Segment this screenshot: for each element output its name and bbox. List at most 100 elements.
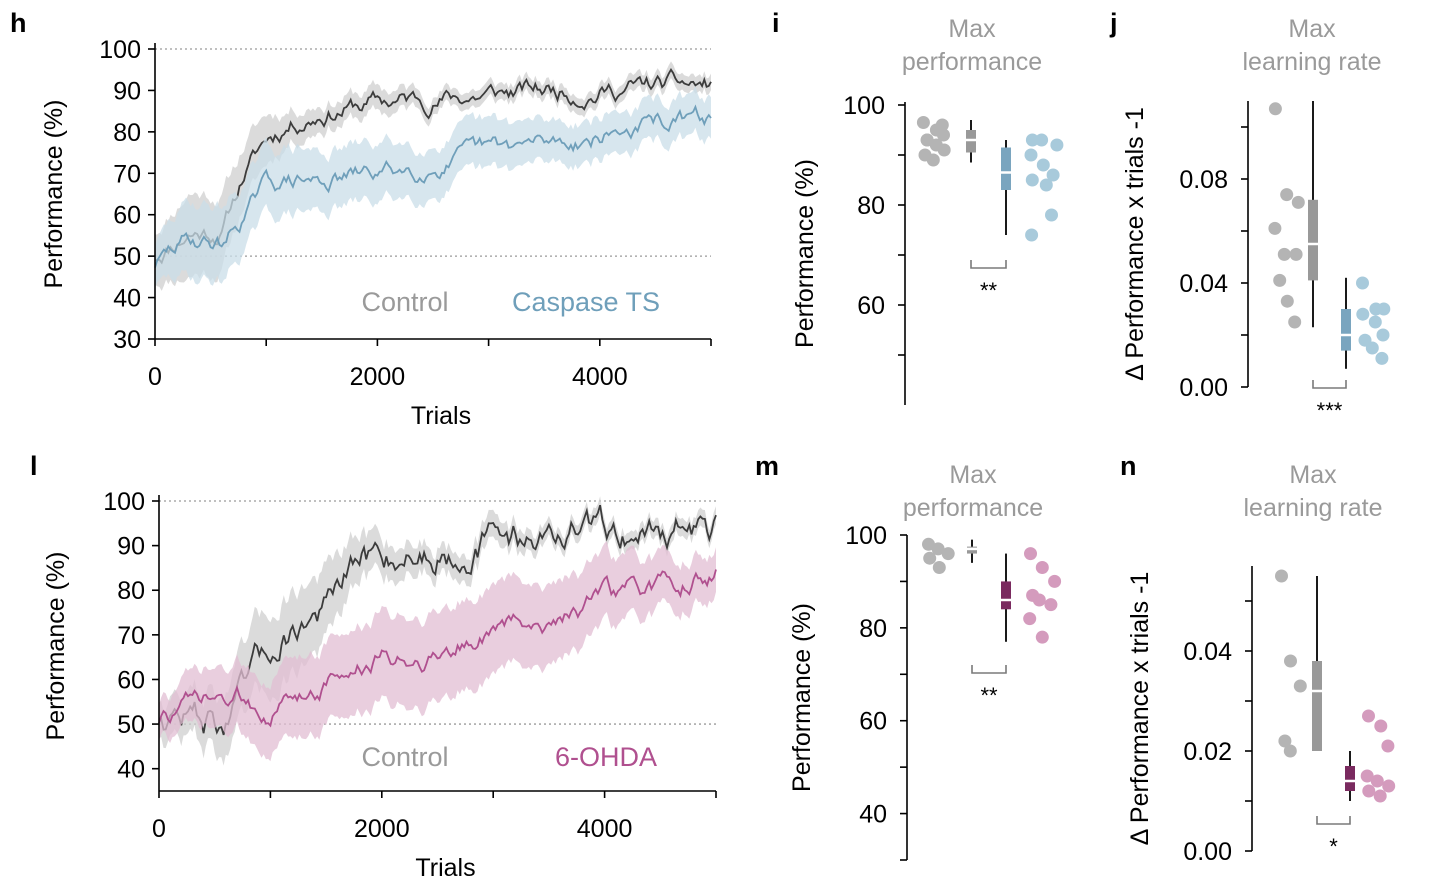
y-tick-label: 60 — [859, 708, 887, 736]
panel-letter: h — [10, 8, 27, 38]
y-tick-label: 60 — [113, 202, 141, 230]
data-point — [1032, 593, 1046, 607]
data-point — [1365, 341, 1379, 355]
data-point — [1283, 744, 1297, 758]
data-point — [1035, 133, 1049, 147]
data-point — [1356, 276, 1369, 290]
data-point — [1377, 302, 1391, 316]
data-point — [1288, 315, 1302, 329]
y-tick-label: 50 — [113, 243, 141, 271]
significance-bracket — [970, 260, 1007, 269]
significance-label: * — [1329, 834, 1338, 859]
y-tick-label: 60 — [857, 292, 885, 320]
y-tick-label: 80 — [117, 577, 145, 605]
data-point — [1035, 630, 1049, 644]
y-tick-label: 0.04 — [1179, 270, 1228, 298]
data-point — [1025, 173, 1039, 187]
y-tick-label: 0.04 — [1183, 638, 1232, 666]
y-tick-label: 40 — [117, 756, 145, 784]
data-point — [1025, 228, 1039, 242]
data-point — [920, 133, 934, 147]
data-point — [1370, 774, 1384, 788]
panel-title: Max — [948, 15, 996, 43]
box-body — [1312, 661, 1322, 751]
data-point — [1280, 188, 1294, 202]
data-point — [1273, 273, 1287, 287]
data-point — [1268, 102, 1282, 116]
data-point — [1046, 168, 1060, 182]
x-tick-label: 0 — [148, 363, 162, 391]
data-point — [1375, 351, 1389, 365]
y-tick-label: 100 — [103, 488, 145, 516]
panel-letter: l — [30, 451, 38, 481]
legend-entry: Caspase TS — [512, 287, 660, 317]
y-tick-label: 80 — [857, 192, 885, 220]
panel-title: learning rate — [1243, 48, 1382, 76]
data-point — [1356, 307, 1370, 321]
data-point — [1293, 679, 1307, 693]
data-point — [916, 116, 930, 129]
series-line — [154, 67, 712, 265]
panel-title: Max — [949, 461, 997, 489]
data-point — [1278, 734, 1292, 748]
significance-bracket — [1316, 816, 1351, 825]
series-band — [155, 86, 711, 289]
box-body — [1341, 309, 1351, 351]
data-point — [941, 547, 955, 561]
data-point — [1362, 709, 1375, 723]
significance-label: ** — [980, 683, 998, 708]
significance-bracket — [971, 665, 1007, 674]
y-tick-label: 0.00 — [1179, 374, 1228, 402]
data-point — [1048, 574, 1062, 588]
data-point — [1362, 784, 1376, 798]
y-tick-label: 60 — [117, 666, 145, 694]
y-tick-label: 70 — [113, 160, 141, 188]
data-point — [937, 143, 951, 157]
y-axis-title: Performance (%) — [791, 159, 819, 348]
series-band — [159, 541, 716, 762]
y-tick-label: 80 — [859, 615, 887, 643]
data-point — [1373, 789, 1387, 803]
x-tick-label: 4000 — [572, 363, 628, 391]
series-line — [158, 569, 717, 728]
y-tick-label: 100 — [99, 36, 141, 64]
y-tick-label: 100 — [845, 522, 887, 550]
legend-entry: Control — [361, 287, 448, 317]
series-line — [158, 504, 717, 736]
significance-label: ** — [980, 278, 998, 303]
data-point — [1268, 221, 1282, 235]
box-body — [1001, 581, 1011, 610]
box-body — [1001, 147, 1011, 190]
panel-letter: n — [1120, 451, 1137, 481]
data-point — [1360, 769, 1374, 783]
panel-title: Max — [1289, 461, 1337, 489]
x-tick-label: 2000 — [350, 363, 406, 391]
data-point — [1382, 779, 1396, 793]
box-body — [1308, 199, 1318, 281]
data-point — [932, 561, 946, 574]
significance-bracket — [1312, 380, 1347, 389]
panel-title: learning rate — [1244, 494, 1383, 522]
data-point — [1280, 294, 1294, 308]
y-tick-label: 80 — [113, 119, 141, 147]
data-point — [923, 551, 937, 565]
data-point — [1044, 598, 1058, 612]
legend-entry: 6-OHDA — [555, 742, 657, 772]
data-point — [1035, 561, 1049, 574]
y-tick-label: 40 — [113, 285, 141, 313]
series-band — [159, 496, 716, 766]
data-point — [1045, 208, 1058, 222]
x-tick-label: 0 — [152, 815, 166, 843]
y-axis-title: Δ Performance x trials -1 — [1126, 572, 1154, 846]
y-tick-label: 30 — [113, 326, 141, 354]
series-band — [155, 61, 711, 291]
data-point — [1376, 328, 1390, 342]
data-point — [937, 128, 950, 142]
y-tick-label: 0.00 — [1183, 838, 1232, 866]
y-tick-label: 90 — [113, 77, 141, 105]
box-body — [1345, 766, 1355, 791]
x-axis-title: Trials — [411, 402, 471, 430]
data-point — [1050, 138, 1064, 152]
series-line — [154, 104, 712, 268]
